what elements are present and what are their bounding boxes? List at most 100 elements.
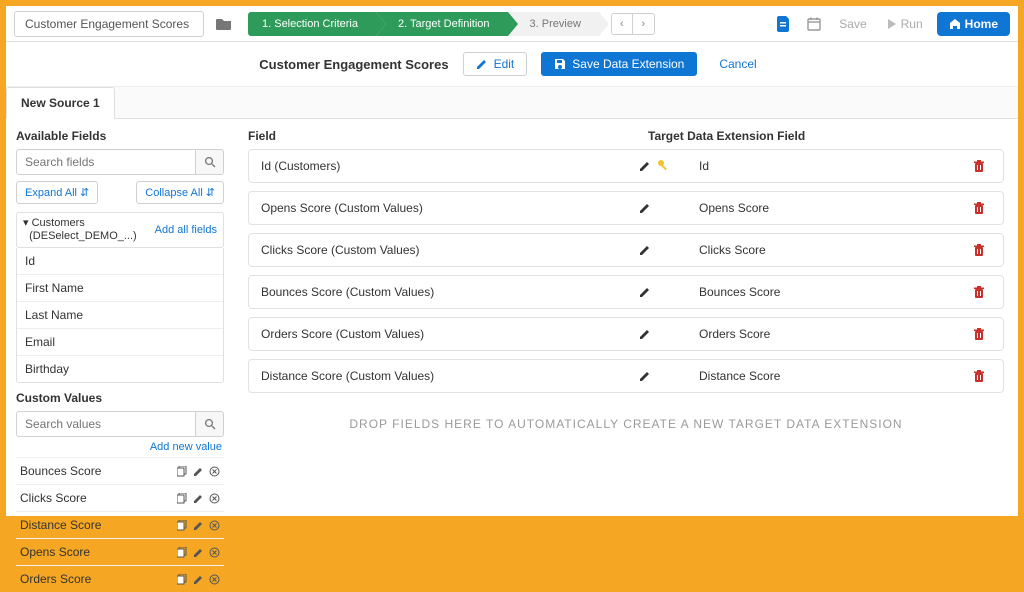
mapping-rows: Id (Customers) Id Opens Score (Custom Valu… [248, 149, 1004, 393]
delete-mapping-icon[interactable] [973, 244, 1003, 257]
copy-icon[interactable] [177, 493, 188, 504]
home-button[interactable]: Home [937, 12, 1010, 36]
copy-icon[interactable] [177, 547, 188, 558]
save-button[interactable]: Save [833, 13, 872, 35]
step-preview[interactable]: 3. Preview [508, 12, 599, 36]
custom-value-item[interactable]: Opens Score [16, 538, 224, 565]
sidebar: Available Fields Expand All ⇵ Collapse A… [6, 119, 234, 518]
search-values-input[interactable] [16, 411, 196, 437]
run-button[interactable]: Run [881, 13, 929, 35]
collapse-all-button[interactable]: Collapse All ⇵ [136, 181, 224, 204]
edit-icon[interactable] [193, 574, 204, 585]
source-header[interactable]: ▾ Customers (DESelect_DEMO_...) Add all … [16, 212, 224, 248]
custom-values-list: Bounces Score Clicks Score Distance Score O… [16, 457, 224, 592]
step-next-button[interactable]: › [633, 13, 655, 35]
add-new-value-button[interactable]: Add new value [16, 437, 224, 457]
mapping-field-label: Distance Score (Custom Values) [249, 369, 639, 383]
delete-icon[interactable] [209, 493, 220, 504]
source-field-item[interactable]: Last Name [17, 301, 223, 328]
save-de-button[interactable]: Save Data Extension [541, 52, 697, 76]
edit-mapping-icon[interactable] [639, 328, 651, 340]
edit-mapping-icon[interactable] [639, 202, 651, 214]
mapping-field-label: Orders Score (Custom Values) [249, 327, 639, 341]
edit-button[interactable]: Edit [463, 52, 528, 76]
search-fields-button[interactable] [196, 149, 224, 175]
edit-icon[interactable] [193, 547, 204, 558]
custom-value-label: Distance Score [20, 518, 101, 532]
run-label: Run [901, 17, 923, 31]
delete-mapping-icon[interactable] [973, 202, 1003, 215]
mapping-field-label: Clicks Score (Custom Values) [249, 243, 639, 257]
mapping-row[interactable]: Opens Score (Custom Values)Opens Score [248, 191, 1004, 225]
source-field-item[interactable]: Id [17, 248, 223, 274]
custom-value-item[interactable]: Distance Score [16, 511, 224, 538]
drop-zone[interactable]: Drop fields here to automatically create… [248, 401, 1004, 447]
step-target-definition[interactable]: 2. Target Definition [376, 12, 508, 36]
delete-mapping-icon[interactable] [973, 328, 1003, 341]
step-prev-button[interactable]: ‹ [611, 13, 633, 35]
source-field-item[interactable]: Birthday [17, 355, 223, 382]
available-fields-title: Available Fields [16, 129, 224, 143]
template-icon[interactable] [773, 13, 795, 35]
column-headers: Field Target Data Extension Field [248, 129, 1004, 143]
delete-mapping-icon[interactable] [973, 370, 1003, 383]
folder-icon[interactable] [216, 17, 232, 31]
custom-value-item[interactable]: Bounces Score [16, 457, 224, 484]
sub-header: Customer Engagement Scores Edit Save Dat… [6, 42, 1018, 87]
copy-icon[interactable] [177, 574, 188, 585]
expand-icon: ⇵ [80, 186, 89, 199]
edit-mapping-icon[interactable] [639, 370, 651, 382]
expand-all-label: Expand All [25, 187, 77, 199]
delete-mapping-icon[interactable] [973, 286, 1003, 299]
mapping-panel: Field Target Data Extension Field Id (Cu… [234, 119, 1018, 518]
mapping-target-label: Bounces Score [687, 285, 973, 299]
source-tab-row: New Source 1 [6, 87, 1018, 119]
top-bar: Customer Engagement Scores 1. Selection … [6, 6, 1018, 42]
col-field-header: Field [248, 129, 648, 143]
search-fields-input[interactable] [16, 149, 196, 175]
custom-value-label: Clicks Score [20, 491, 87, 505]
source-name-line2: (DESelect_DEMO_...) [29, 230, 137, 242]
mapping-target-label: Clicks Score [687, 243, 973, 257]
mapping-target-label: Id [687, 159, 973, 173]
delete-icon[interactable] [209, 547, 220, 558]
add-all-fields-button[interactable]: Add all fields [155, 224, 217, 236]
cancel-button[interactable]: Cancel [711, 53, 764, 75]
wizard-steps: 1. Selection Criteria 2. Target Definiti… [248, 12, 599, 36]
schedule-icon[interactable] [803, 13, 825, 35]
mapping-row[interactable]: Clicks Score (Custom Values) Clicks Score [248, 233, 1004, 267]
custom-value-label: Opens Score [20, 545, 90, 559]
mapping-field-label: Id (Customers) [249, 159, 639, 173]
search-values-button[interactable] [196, 411, 224, 437]
col-target-header: Target Data Extension Field [648, 129, 1004, 143]
main-area: Available Fields Expand All ⇵ Collapse A… [6, 119, 1018, 518]
mapping-row[interactable]: Id (Customers) Id [248, 149, 1004, 183]
step-pager: ‹ › [611, 13, 655, 35]
step-selection-criteria[interactable]: 1. Selection Criteria [248, 12, 376, 36]
mapping-field-label: Bounces Score (Custom Values) [249, 285, 639, 299]
edit-mapping-icon[interactable] [639, 244, 651, 256]
edit-mapping-icon[interactable] [639, 286, 651, 298]
home-label: Home [965, 17, 998, 31]
edit-icon[interactable] [193, 493, 204, 504]
copy-icon[interactable] [177, 466, 188, 477]
key-icon [657, 159, 671, 173]
mapping-row[interactable]: Bounces Score (Custom Values) Bounces Sco… [248, 275, 1004, 309]
edit-icon[interactable] [193, 466, 204, 477]
source-field-item[interactable]: Email [17, 328, 223, 355]
source-name-line1: Customers [32, 217, 85, 229]
mapping-target-label: Opens Score [687, 201, 973, 215]
custom-value-item[interactable]: Orders Score [16, 565, 224, 592]
delete-icon[interactable] [209, 466, 220, 477]
custom-value-item[interactable]: Clicks Score [16, 484, 224, 511]
mapping-row[interactable]: Orders Score (Custom Values)Orders Score [248, 317, 1004, 351]
expand-all-button[interactable]: Expand All ⇵ [16, 181, 98, 204]
source-field-item[interactable]: First Name [17, 274, 223, 301]
delete-icon[interactable] [209, 574, 220, 585]
delete-mapping-icon[interactable] [973, 160, 1003, 173]
collapse-all-label: Collapse All [145, 187, 202, 199]
mapping-row[interactable]: Distance Score (Custom Values)Distance S… [248, 359, 1004, 393]
edit-mapping-icon[interactable] [639, 160, 651, 172]
source-field-list: IdFirst NameLast NameEmailBirthday [16, 248, 224, 383]
source-tab[interactable]: New Source 1 [6, 87, 115, 119]
